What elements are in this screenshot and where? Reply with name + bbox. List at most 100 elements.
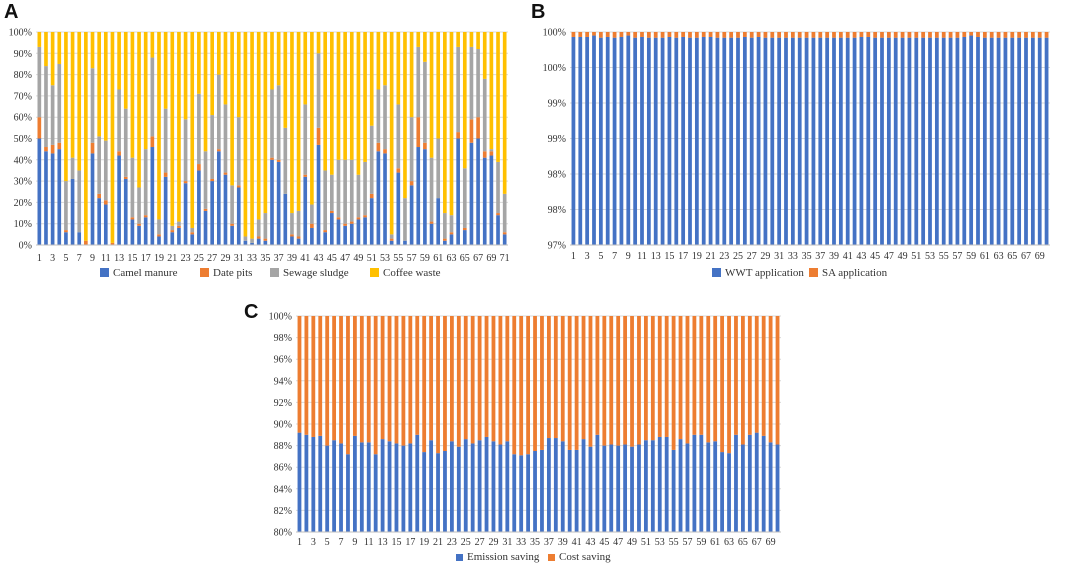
y-tick-label: 40%: [14, 155, 32, 166]
bar-segment: [832, 37, 836, 246]
bar-segment: [330, 213, 334, 245]
bar-segment: [708, 36, 713, 245]
bar-segment: [436, 32, 441, 139]
bar-segment: [496, 161, 500, 214]
bar-segment: [443, 238, 447, 241]
bar-segment: [866, 36, 871, 245]
y-tick-label: 92%: [274, 398, 292, 409]
bar-segment: [859, 36, 864, 245]
bar-segment: [619, 36, 624, 245]
bar-segment: [484, 436, 489, 532]
bar-segment: [784, 37, 788, 246]
bar-segment: [1030, 37, 1035, 246]
bar-segment: [366, 442, 371, 532]
bar-segment: [681, 36, 686, 245]
bar-segment: [383, 149, 387, 154]
bar-segment: [236, 117, 241, 186]
bar-segment: [210, 32, 214, 116]
bar-segment: [512, 454, 517, 532]
bar-segment: [363, 217, 367, 245]
bar-segment: [598, 32, 603, 38]
bar-segment: [754, 316, 759, 433]
bar-segment: [376, 89, 381, 143]
bar-segment: [416, 117, 421, 148]
bar-segment: [44, 151, 48, 245]
bar-segment: [77, 170, 82, 233]
bar-segment: [921, 32, 926, 38]
bar-segment: [44, 66, 48, 148]
bar-segment: [57, 149, 62, 245]
bar-segment: [637, 444, 641, 532]
bar-segment: [323, 170, 328, 231]
bar-segment: [356, 217, 361, 220]
bar-segment: [117, 89, 121, 152]
bar-segment: [183, 183, 188, 245]
x-tick-label: 61: [710, 537, 720, 548]
bar-segment: [734, 434, 738, 532]
bar-segment: [373, 316, 378, 455]
bar-segment: [671, 316, 676, 450]
bar-segment: [330, 174, 334, 211]
bar-segment: [117, 155, 121, 245]
bar-segment: [592, 35, 596, 245]
y-tick-label: 86%: [274, 463, 292, 474]
bar-segment: [230, 223, 234, 226]
bar-segment: [157, 234, 161, 237]
bar-segment: [369, 193, 374, 199]
bar-segment: [955, 32, 960, 38]
bar-segment: [250, 242, 254, 245]
bar-segment: [183, 119, 188, 182]
bar-segment: [526, 454, 531, 532]
bar-segment: [1003, 32, 1008, 38]
bar-segment: [276, 161, 281, 245]
bar-segment: [873, 37, 878, 246]
legend-label: Emission saving: [467, 551, 540, 563]
bar-segment: [283, 32, 288, 128]
x-tick-label: 23: [447, 537, 457, 548]
y-tick-label: 10%: [14, 219, 32, 230]
x-tick-label: 67: [1021, 251, 1031, 262]
bar-segment: [256, 238, 261, 245]
bar-segment: [685, 443, 690, 532]
bar-segment: [50, 144, 55, 154]
legend-label: Date pits: [213, 267, 252, 279]
x-tick-label: 43: [585, 537, 595, 548]
bar-segment: [976, 32, 980, 37]
bar-segment: [170, 232, 175, 245]
bar-segment: [540, 449, 544, 532]
bar-segment: [177, 225, 181, 228]
bar-segment: [110, 242, 115, 245]
y-tick-label: 100%: [543, 63, 566, 74]
legend-swatch: [548, 554, 555, 561]
bar-segment: [469, 142, 474, 245]
bar-segment: [256, 32, 261, 220]
bar-segment: [1030, 32, 1035, 38]
bar-segment: [389, 32, 394, 235]
bar-segment: [50, 85, 55, 145]
x-tick-label: 29: [220, 253, 230, 264]
bar-segment: [790, 32, 795, 38]
bar-segment: [296, 238, 301, 245]
bar-segment: [394, 443, 399, 532]
bar-segment: [729, 37, 734, 246]
bar-segment: [163, 176, 168, 245]
bar-segment: [664, 436, 669, 532]
bar-segment: [403, 32, 407, 199]
bar-segment: [403, 198, 407, 241]
bar-segment: [408, 316, 413, 444]
x-tick-label: 65: [460, 253, 470, 264]
bar-segment: [318, 316, 323, 436]
bar-segment: [137, 225, 141, 245]
bar-segment: [484, 316, 489, 437]
bar-segment: [383, 153, 387, 245]
bar-segment: [117, 32, 121, 90]
bar-segment: [210, 181, 214, 245]
x-tick-label: 57: [407, 253, 417, 264]
legend-swatch: [100, 268, 109, 277]
bar-segment: [84, 240, 88, 245]
bar-segment: [409, 181, 414, 186]
bar-segment: [560, 441, 565, 532]
panel-b-letter: B: [531, 1, 545, 23]
bar-segment: [163, 108, 168, 173]
bar-segment: [223, 172, 228, 175]
